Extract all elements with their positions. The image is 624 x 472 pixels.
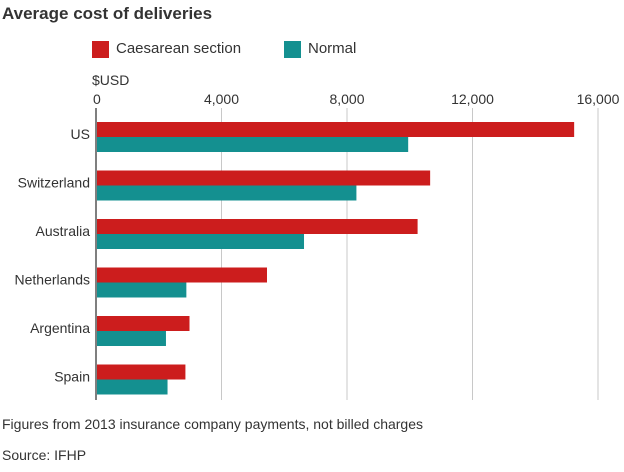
- chart-source: Source: IFHP: [2, 447, 87, 463]
- bar-caesarean-argentina: [97, 316, 190, 331]
- legend-label-normal: Normal: [308, 40, 357, 57]
- bars: [97, 122, 575, 395]
- category-label: Switzerland: [18, 175, 90, 191]
- labels: 0 4,000 8,000 12,000 16,000 US Switzerland Aust…: [15, 91, 620, 385]
- x-tick-label: 12,000: [451, 91, 494, 107]
- axis-unit-label: $USD: [92, 72, 130, 88]
- bar-caesarean-spain: [97, 364, 186, 380]
- bar-normal-netherlands: [97, 282, 187, 298]
- bar-normal-us: [97, 137, 409, 152]
- category-label: US: [71, 126, 90, 142]
- x-tick-label: 8,000: [329, 91, 364, 107]
- bar-caesarean-switzerland: [97, 170, 431, 186]
- bar-caesarean-netherlands: [97, 267, 267, 283]
- category-label: Spain: [54, 369, 90, 385]
- bar-normal-spain: [97, 379, 168, 395]
- legend-swatch-normal: [284, 41, 301, 58]
- x-tick-label: 16,000: [577, 91, 620, 107]
- bar-caesarean-us: [97, 122, 575, 137]
- bar-normal-australia: [97, 234, 305, 249]
- category-label: Australia: [36, 223, 91, 239]
- category-label: Netherlands: [15, 272, 91, 288]
- bar-normal-argentina: [97, 331, 166, 346]
- bar-caesarean-australia: [97, 219, 418, 234]
- bar-normal-switzerland: [97, 185, 357, 201]
- chart-title: Average cost of deliveries: [2, 4, 213, 23]
- gridlines: [95, 108, 599, 400]
- legend-label-caesarean: Caesarean section: [116, 40, 242, 57]
- chart-note: Figures from 2013 insurance company paym…: [2, 416, 423, 432]
- legend-swatch-caesarean: [92, 41, 109, 58]
- x-tick-label: 4,000: [204, 91, 239, 107]
- x-tick-label: 0: [93, 91, 101, 107]
- category-label: Argentina: [30, 320, 90, 336]
